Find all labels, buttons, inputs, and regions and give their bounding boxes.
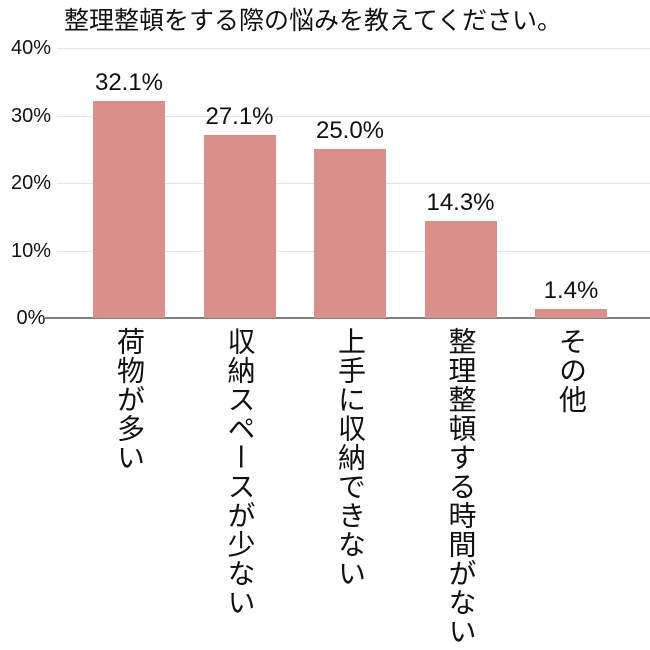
y-gridline: [57, 48, 650, 49]
y-tick-label: 0%: [16, 307, 46, 329]
category-label: 荷物が多い: [114, 327, 145, 472]
bar: [535, 308, 607, 318]
y-tick-label: 10%: [10, 239, 52, 262]
bar-value-label: 14.3%: [426, 189, 495, 217]
category-label: 整理整頓する時間がない: [445, 327, 477, 646]
x-axis-line: [45, 317, 650, 319]
y-tick-label: 20%: [10, 172, 52, 194]
bar-value-label: 1.4%: [543, 276, 599, 304]
bar: [424, 221, 497, 318]
bar: [93, 101, 165, 318]
bar-value-label: 27.1%: [205, 103, 274, 131]
category-label: 上手に収納できない: [335, 327, 366, 588]
y-tick-label: 30%: [10, 104, 52, 127]
bar: [314, 149, 386, 318]
y-gridline: [57, 115, 650, 117]
bar-value-label: 25.0%: [315, 117, 385, 145]
bar: [203, 135, 276, 318]
category-label: 収納スペースが少ない: [224, 327, 256, 617]
chart-title: 整理整頓をする際の悩みを教えてください。: [63, 7, 562, 35]
y-tick-label: 40%: [10, 37, 52, 59]
category-label: その他: [556, 327, 587, 414]
bar-value-label: 32.1%: [94, 69, 164, 97]
